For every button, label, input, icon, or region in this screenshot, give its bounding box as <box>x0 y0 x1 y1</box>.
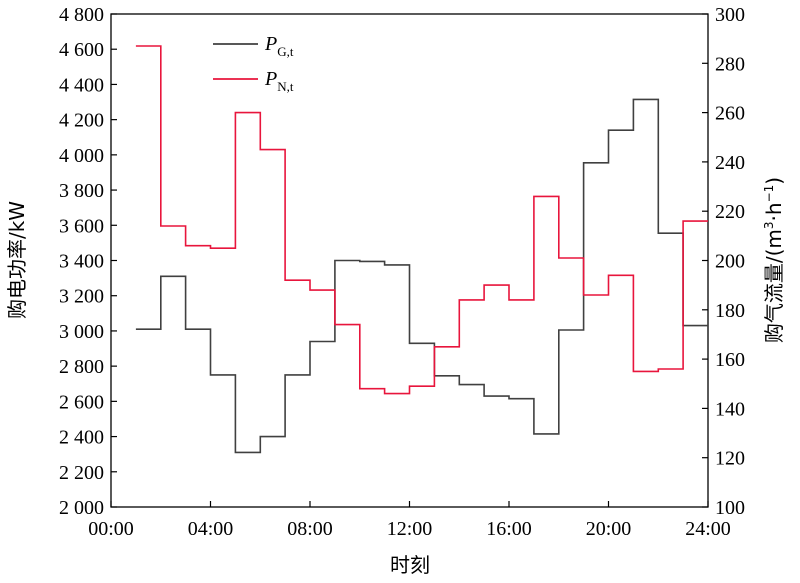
left-tick-label: 4 600 <box>59 39 104 61</box>
right-tick-label: 120 <box>715 448 745 470</box>
left-tick-label: 4 000 <box>59 145 104 167</box>
x-tick-label: 12:00 <box>387 518 433 540</box>
series-line-1 <box>135 45 708 395</box>
x-axis-title: 时刻 <box>390 553 430 577</box>
left-tick-label: 2 800 <box>59 356 104 378</box>
left-tick-label: 3 800 <box>59 180 104 202</box>
right-title-prefix: 购气流量/(m <box>762 229 786 343</box>
series-line-0 <box>135 98 708 454</box>
legend-label-pn: PN,t <box>264 68 294 94</box>
x-tick-label: 00:00 <box>88 518 134 540</box>
right-tick-label: 300 <box>715 4 745 26</box>
right-title-sup2: −1 <box>762 185 776 203</box>
right-title-suffix: ) <box>762 177 786 185</box>
x-tick-label: 24:00 <box>685 518 731 540</box>
left-tick-label: 2 400 <box>59 427 104 449</box>
right-tick-label: 260 <box>715 103 745 125</box>
right-tick-label: 140 <box>715 398 745 420</box>
right-tick-label: 240 <box>715 152 745 174</box>
left-tick-label: 2 000 <box>59 497 104 519</box>
x-tick-label: 08:00 <box>287 518 333 540</box>
right-axis-title: 购气流量/(m3·h−1) <box>762 177 786 343</box>
x-axis: 00:00 04:00 08:00 12:00 16:00 20:00 24:00 <box>88 501 731 540</box>
left-tick-label: 4 200 <box>59 110 104 132</box>
right-tick-label: 220 <box>715 201 745 223</box>
right-title-sup1: 3 <box>762 221 776 229</box>
right-axis: 100 120 140 160 180 200 220 240 260 280 300 <box>702 4 745 519</box>
left-tick-label: 3 200 <box>59 286 104 308</box>
left-axis: 2 000 2 200 2 400 2 600 2 800 3 000 3 200 3 400… <box>59 4 117 519</box>
legend-label-pg: PG,t <box>264 33 294 59</box>
x-tick-label: 04:00 <box>188 518 234 540</box>
x-tick-label: 16:00 <box>486 518 532 540</box>
left-tick-label: 4 400 <box>59 74 104 96</box>
left-axis-title: 购电功率/kW <box>5 201 29 319</box>
left-tick-label: 3 600 <box>59 215 104 237</box>
right-tick-label: 160 <box>715 349 745 371</box>
left-tick-label: 3 400 <box>59 251 104 273</box>
left-tick-label: 2 600 <box>59 391 104 413</box>
left-tick-label: 4 800 <box>59 4 104 26</box>
series-layer <box>135 45 708 454</box>
right-title-mid: ·h <box>762 202 786 221</box>
plot-frame <box>110 13 709 508</box>
right-tick-label: 280 <box>715 53 745 75</box>
right-tick-label: 200 <box>715 251 745 273</box>
right-tick-label: 100 <box>715 497 745 519</box>
legend: PG,t PN,t <box>213 33 294 94</box>
left-tick-label: 3 000 <box>59 321 104 343</box>
x-tick-label: 20:00 <box>586 518 632 540</box>
right-tick-label: 180 <box>715 300 745 322</box>
left-tick-label: 2 200 <box>59 462 104 484</box>
